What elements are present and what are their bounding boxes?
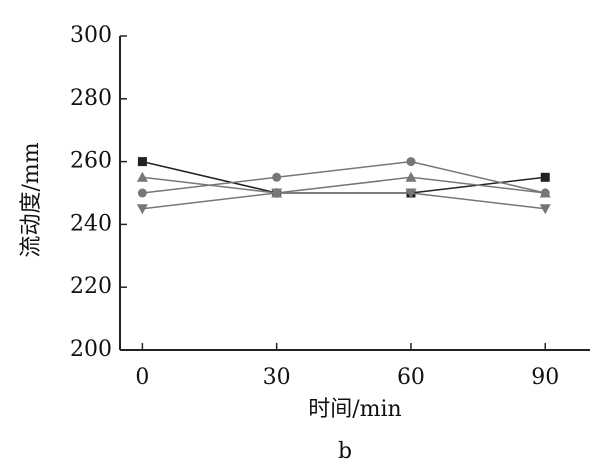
y-tick-label: 200 xyxy=(70,337,112,362)
y-axis-label: 流动度/mm xyxy=(19,142,44,257)
marker xyxy=(539,187,551,198)
caption: b xyxy=(338,439,352,464)
marker xyxy=(405,188,417,199)
marker xyxy=(540,172,550,182)
x-tick-label: 30 xyxy=(263,365,291,390)
y-tick-label: 260 xyxy=(70,149,112,174)
y-tick-label: 220 xyxy=(70,274,112,299)
x-tick-label: 0 xyxy=(135,365,149,390)
marker xyxy=(539,204,551,215)
marker xyxy=(405,171,417,182)
y-tick-label: 280 xyxy=(70,86,112,111)
series-line xyxy=(142,160,546,194)
marker xyxy=(137,157,147,167)
marker xyxy=(272,172,282,182)
x-axis-label: 时间/min xyxy=(308,397,401,422)
marker xyxy=(271,188,283,199)
marker xyxy=(406,157,416,167)
x-tick-label: 60 xyxy=(397,365,425,390)
y-tick-label: 300 xyxy=(70,23,112,48)
y-tick-label: 240 xyxy=(70,211,112,236)
marker xyxy=(136,204,148,215)
x-tick-label: 90 xyxy=(531,365,559,390)
series-line xyxy=(142,176,546,194)
marker xyxy=(136,171,148,182)
series-line xyxy=(142,160,546,194)
series-line xyxy=(142,192,546,210)
marker xyxy=(137,188,147,198)
